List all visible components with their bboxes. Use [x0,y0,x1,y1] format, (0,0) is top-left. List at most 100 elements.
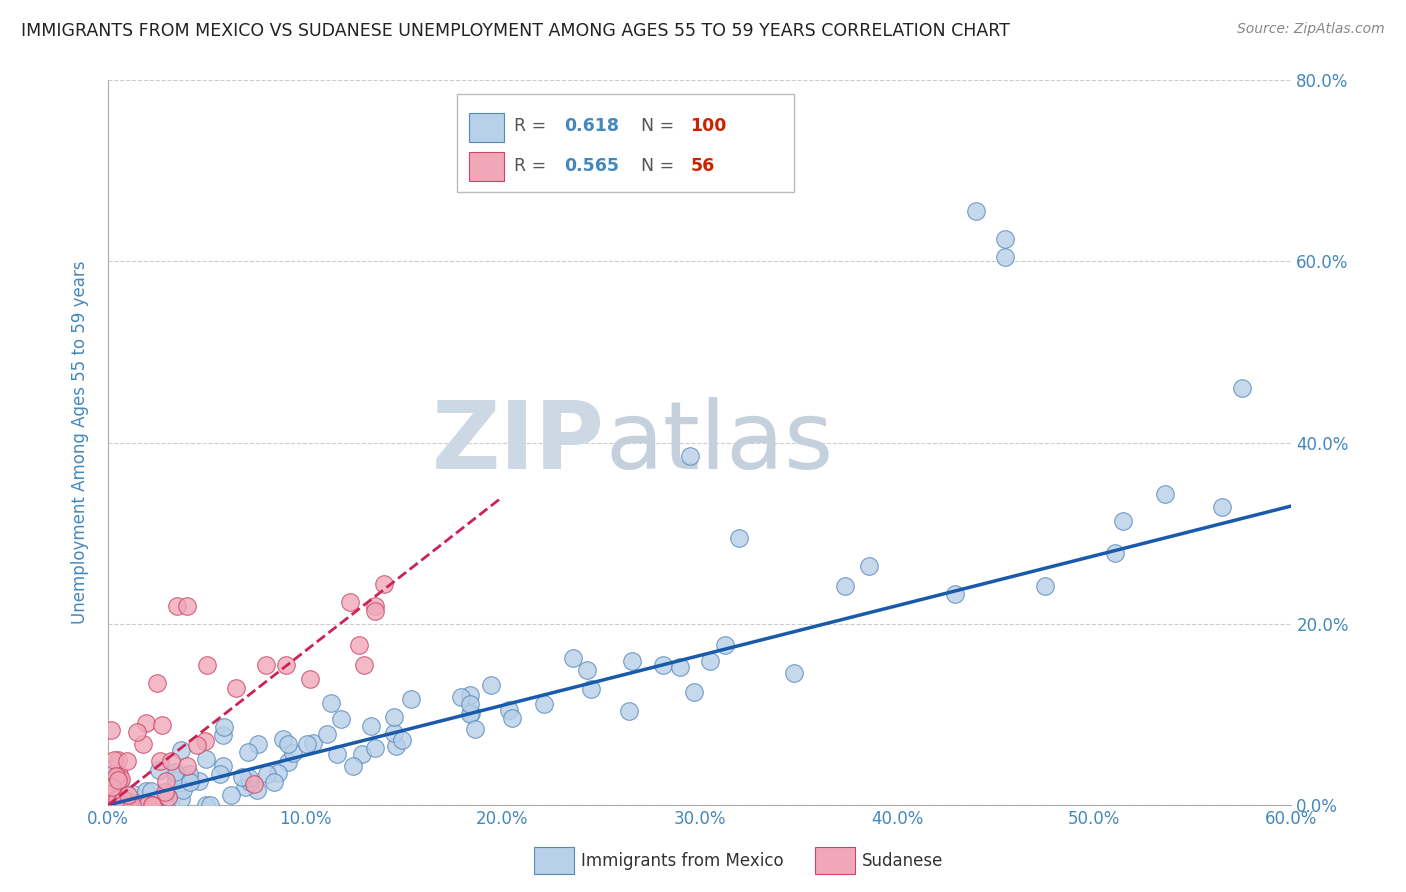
Point [132,737,155,751]
Text: 100: 100 [690,117,727,135]
FancyBboxPatch shape [470,153,505,181]
Text: N =: N = [641,156,679,175]
Point [1104,546,1126,560]
Point [198,798,221,813]
Point [135,716,157,731]
Point [212,720,235,734]
Point [98,797,121,811]
Point [263,775,285,789]
Point [246,783,269,797]
Point [225,681,247,695]
Point [105,792,128,806]
Y-axis label: Unemployment Among Ages 55 to 59 years: Unemployment Among Ages 55 to 59 years [72,260,89,624]
Point [239,775,262,789]
Point [301,736,323,750]
Point [460,697,482,711]
Point [326,747,349,761]
Point [254,658,277,673]
Point [101,786,124,800]
Point [121,798,143,813]
Point [274,657,297,672]
Point [233,780,256,795]
Point [1112,514,1135,528]
Point [385,739,408,754]
Point [149,754,172,768]
Point [460,706,482,720]
Point [652,658,675,673]
Point [176,599,198,613]
Point [100,762,122,776]
Point [98,795,121,809]
Point [115,754,138,768]
Point [165,767,187,781]
Point [186,739,208,753]
Point [579,681,602,696]
Point [111,798,134,813]
Point [117,794,139,808]
Point [364,599,387,613]
Point [121,787,143,801]
Point [460,706,482,721]
Point [342,759,364,773]
Point [464,723,486,737]
Point [373,576,395,591]
Point [104,769,127,783]
Point [107,798,129,813]
Point [575,663,598,677]
Point [391,733,413,747]
Point [142,798,165,813]
Point [155,774,177,789]
Point [994,231,1017,245]
Point [118,798,141,813]
Point [195,752,218,766]
Point [138,798,160,813]
Point [1211,500,1233,514]
Point [117,798,139,813]
Point [728,531,751,545]
Point [110,772,132,787]
Point [533,697,555,711]
Point [118,796,141,810]
Point [112,793,135,807]
Text: atlas: atlas [605,397,834,489]
Point [105,798,128,813]
Point [295,737,318,751]
Point [382,710,405,724]
Point [124,798,146,813]
Point [382,726,405,740]
Point [127,724,149,739]
Point [97,798,120,813]
Point [115,798,138,813]
Point [166,599,188,613]
Text: 0.618: 0.618 [564,117,619,135]
Point [834,579,856,593]
FancyBboxPatch shape [470,112,505,142]
Point [271,731,294,746]
Point [994,250,1017,264]
Point [108,766,131,780]
Point [277,737,299,751]
Point [139,784,162,798]
Point [108,798,131,813]
Point [146,675,169,690]
Point [103,798,125,813]
Point [498,704,520,718]
Point [176,759,198,773]
Text: Source: ZipAtlas.com: Source: ZipAtlas.com [1237,22,1385,37]
Point [150,718,173,732]
Point [321,696,343,710]
Point [104,798,127,813]
Point [112,794,135,808]
Point [101,786,124,800]
Point [1230,381,1253,395]
Point [1035,579,1057,593]
Point [347,638,370,652]
Text: R =: R = [515,117,551,135]
Point [212,728,235,742]
Text: Immigrants from Mexico: Immigrants from Mexico [581,852,783,870]
Point [479,678,502,692]
Point [177,767,200,781]
Point [212,759,235,773]
Point [246,737,269,751]
Point [617,705,640,719]
